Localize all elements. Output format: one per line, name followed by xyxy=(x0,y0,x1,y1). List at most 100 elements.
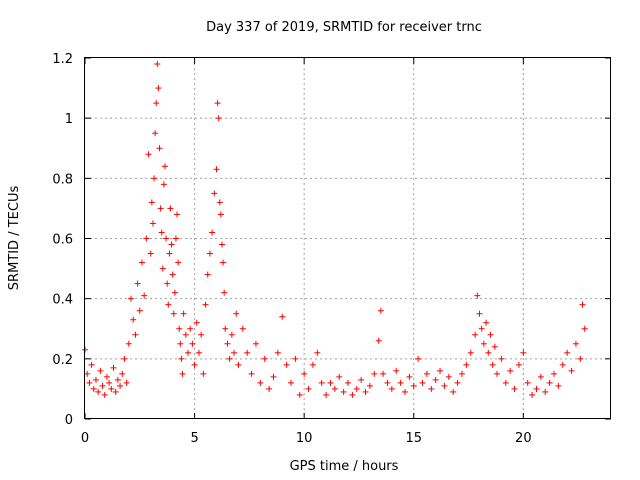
data-point xyxy=(437,367,444,374)
data-point xyxy=(375,337,382,344)
data-point xyxy=(155,85,162,92)
data-point xyxy=(128,295,135,302)
data-point xyxy=(141,292,148,299)
data-point xyxy=(577,355,584,362)
data-point xyxy=(483,319,490,326)
data-point xyxy=(524,379,531,386)
data-point xyxy=(198,331,205,338)
data-point xyxy=(119,370,126,377)
data-point xyxy=(224,340,231,347)
plot-area-frame xyxy=(84,57,611,419)
data-point xyxy=(84,370,91,377)
data-point xyxy=(220,259,227,266)
data-point xyxy=(106,379,113,386)
x-tick-label: 0 xyxy=(81,431,89,446)
data-point xyxy=(189,340,196,347)
x-tick-label: 20 xyxy=(515,431,532,446)
data-point xyxy=(480,340,487,347)
data-point xyxy=(323,391,330,398)
y-axis-label: SRMTID / TECUs xyxy=(7,186,22,291)
data-point xyxy=(572,340,579,347)
data-point xyxy=(125,340,132,347)
data-point xyxy=(88,361,95,368)
data-point xyxy=(167,205,174,212)
data-point xyxy=(248,370,255,377)
data-point xyxy=(195,349,202,356)
data-point xyxy=(148,199,155,206)
data-point xyxy=(95,388,102,395)
data-point xyxy=(149,220,156,227)
data-point xyxy=(485,349,492,356)
data-point xyxy=(165,301,172,308)
data-points xyxy=(82,61,588,398)
data-point xyxy=(206,250,213,257)
data-point xyxy=(537,373,544,380)
data-point xyxy=(176,325,183,332)
data-point xyxy=(132,331,139,338)
data-point xyxy=(180,310,187,317)
data-point xyxy=(257,379,264,386)
data-point xyxy=(270,373,277,380)
data-point xyxy=(90,385,97,392)
y-tick-label: 0.2 xyxy=(52,353,73,368)
data-point xyxy=(415,355,422,362)
data-point xyxy=(410,382,417,389)
data-point xyxy=(200,370,207,377)
data-point xyxy=(454,379,461,386)
data-point xyxy=(441,382,448,389)
data-point xyxy=(233,310,240,317)
data-point xyxy=(340,388,347,395)
data-point xyxy=(193,319,200,326)
data-point xyxy=(143,235,150,242)
data-point xyxy=(121,355,128,362)
data-point xyxy=(153,100,160,107)
data-point xyxy=(283,361,290,368)
data-point xyxy=(99,382,106,389)
data-point xyxy=(92,376,99,383)
data-point xyxy=(108,385,115,392)
data-point xyxy=(529,391,536,398)
data-point xyxy=(423,370,430,377)
data-point xyxy=(388,385,395,392)
data-point xyxy=(216,199,223,206)
data-point xyxy=(164,280,171,287)
data-point xyxy=(112,388,119,395)
x-axis-label: GPS time / hours xyxy=(290,459,399,474)
data-point xyxy=(101,391,108,398)
data-point xyxy=(161,163,168,170)
data-point xyxy=(345,379,351,386)
data-point xyxy=(533,385,540,392)
data-point xyxy=(432,376,439,383)
data-point xyxy=(301,370,308,377)
data-point xyxy=(171,289,178,296)
data-point xyxy=(168,241,175,248)
data-point xyxy=(215,115,222,122)
data-point xyxy=(261,355,268,362)
data-point xyxy=(156,145,163,152)
data-point xyxy=(520,349,527,356)
data-point xyxy=(239,325,246,332)
grid xyxy=(85,58,611,419)
data-point xyxy=(494,370,501,377)
data-point xyxy=(380,370,387,377)
data-point xyxy=(579,301,586,308)
data-point xyxy=(147,250,154,257)
data-point xyxy=(274,349,281,356)
data-point xyxy=(331,385,338,392)
data-point xyxy=(546,379,553,386)
data-point xyxy=(564,349,571,356)
data-point xyxy=(507,367,514,374)
data-point xyxy=(406,373,413,380)
data-point xyxy=(163,235,170,242)
x-tick-label: 10 xyxy=(296,431,313,446)
y-tick-label: 0.4 xyxy=(52,293,73,308)
data-point xyxy=(362,388,369,395)
data-point xyxy=(182,331,189,338)
data-point xyxy=(487,331,494,338)
data-point xyxy=(371,370,378,377)
data-point xyxy=(191,361,198,368)
data-point xyxy=(336,373,343,380)
x-tick-label: 15 xyxy=(405,431,422,446)
data-point xyxy=(160,181,167,188)
